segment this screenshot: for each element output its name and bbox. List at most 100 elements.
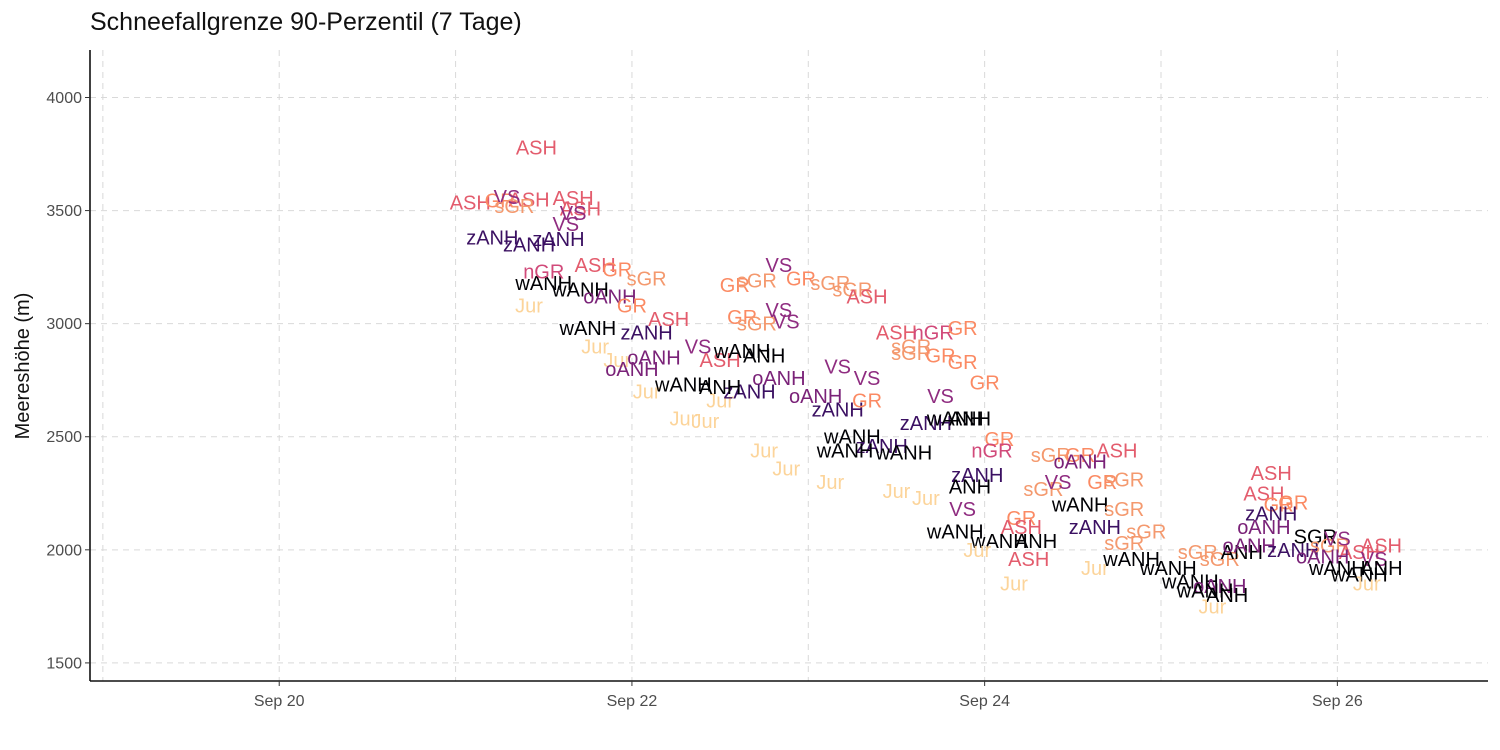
point-label: ASH <box>1001 517 1042 539</box>
point-label: zANH <box>466 228 518 250</box>
point-label: GR <box>1065 445 1095 467</box>
y-tick-label: 2500 <box>46 429 82 446</box>
point-label: GR <box>727 307 757 329</box>
point-label: wANH <box>874 443 932 465</box>
y-tick-label: 2000 <box>46 542 82 559</box>
point-label: wANH <box>1330 565 1388 587</box>
point-label: oANH <box>1237 517 1290 539</box>
point-label: zANH <box>1245 504 1297 526</box>
x-tick-label: Sep 24 <box>959 693 1010 710</box>
point-label: sGR <box>1104 533 1144 555</box>
point-label: GR <box>485 190 515 212</box>
point-label: Jur <box>669 409 697 431</box>
point-label: VS <box>1324 529 1351 551</box>
point-label: sGR <box>1200 549 1240 571</box>
point-label: zANH <box>856 436 908 458</box>
point-label: sGR <box>810 273 850 295</box>
point-label: wANH <box>1176 581 1234 603</box>
point-label: nGR <box>523 262 564 284</box>
point-label: ASH <box>553 188 594 210</box>
point-label: VS <box>824 357 851 379</box>
point-label: wANH <box>551 280 609 302</box>
point-label: Jur <box>515 296 543 318</box>
point-label: VS <box>766 255 793 277</box>
point-label: GR <box>617 296 647 318</box>
point-label: GR <box>1264 495 1294 517</box>
point-label: zANH <box>1069 517 1121 539</box>
point-label: Jur <box>633 382 661 404</box>
point-label: Jur <box>1000 574 1028 596</box>
point-label: sGR <box>737 271 777 293</box>
point-label: Jur <box>883 481 911 503</box>
point-label: Jur <box>963 540 991 562</box>
point-label: Jur <box>1353 574 1381 596</box>
point-label: wANH <box>713 341 771 363</box>
point-label: Jur <box>692 411 720 433</box>
x-tick-label: Sep 22 <box>607 693 658 710</box>
chart-title: Schneefallgrenze 90-Perzentil (7 Tage) <box>90 8 522 36</box>
point-label: ANH <box>949 409 991 431</box>
point-label: oANH <box>752 368 805 390</box>
point-label: GR <box>786 268 816 290</box>
point-label: zANH <box>951 465 1003 487</box>
point-label: Jur <box>581 336 609 358</box>
point-label: oANH <box>583 287 636 309</box>
tick-labels: 1500 2000 2500 3000 3500 4000 Sep 20 Sep 22 Sep … <box>46 90 1362 710</box>
point-label: zANH <box>900 413 952 435</box>
point-label: oANH <box>605 359 658 381</box>
point-label: VS <box>494 187 521 209</box>
point-label: wANH <box>1308 558 1366 580</box>
point-label: GR <box>1087 472 1117 494</box>
point-label: wANH <box>970 531 1028 553</box>
point-label: ASH <box>450 193 491 215</box>
point-label: oANH <box>1223 535 1276 557</box>
point-label: ANH <box>1221 542 1263 564</box>
y-tick-label: 4000 <box>46 90 82 107</box>
point-label: ASH <box>700 350 741 372</box>
point-label: ANH <box>949 476 991 498</box>
point-label: GR <box>970 372 1000 394</box>
point-label: Jur <box>1199 596 1227 618</box>
point-label: VS <box>1045 472 1072 494</box>
point-label: nGR <box>971 440 1012 462</box>
point-label: ASH <box>508 189 549 211</box>
point-label: wANH <box>654 375 712 397</box>
point-label: sGR <box>1104 470 1144 492</box>
point-label: Jur <box>772 458 800 480</box>
point-label: sGR <box>891 336 931 358</box>
point-label: wANH <box>926 522 984 544</box>
point-label: zANH <box>723 382 775 404</box>
point-label: ASH <box>1008 549 1049 571</box>
point-label: nGR <box>913 323 954 345</box>
point-label: wANH <box>816 440 874 462</box>
point-label: oANH <box>789 386 842 408</box>
point-label: SGR <box>1294 526 1337 548</box>
point-label: zANH <box>532 229 584 251</box>
point-label: sGR <box>1310 535 1350 557</box>
point-label: oANH <box>1193 576 1246 598</box>
point-label: sGR <box>1126 522 1166 544</box>
axes <box>89 50 1488 682</box>
point-label: ANH <box>699 377 741 399</box>
point-label: ASH <box>1251 463 1292 485</box>
point-label: VS <box>773 311 800 333</box>
point-label: VS <box>949 499 976 521</box>
point-label: ASH <box>575 255 616 277</box>
point-label: ANH <box>1360 558 1402 580</box>
point-label: GR <box>926 345 956 367</box>
point-label: wANH <box>1161 571 1219 593</box>
point-label: wANH <box>1102 549 1160 571</box>
point-label: wANH <box>926 409 984 431</box>
grid <box>90 50 1488 681</box>
x-tick-label: Sep 20 <box>254 693 305 710</box>
point-label: sGR <box>737 314 777 336</box>
point-label: ANH <box>743 345 785 367</box>
point-label: ASH <box>1096 440 1137 462</box>
point-label: GR <box>948 352 978 374</box>
point-label: sGR <box>1031 445 1071 467</box>
point-label: sGR <box>1023 479 1063 501</box>
point-label: sGR <box>1104 499 1144 521</box>
point-label: Jur <box>912 488 940 510</box>
point-label: GR <box>948 318 978 340</box>
